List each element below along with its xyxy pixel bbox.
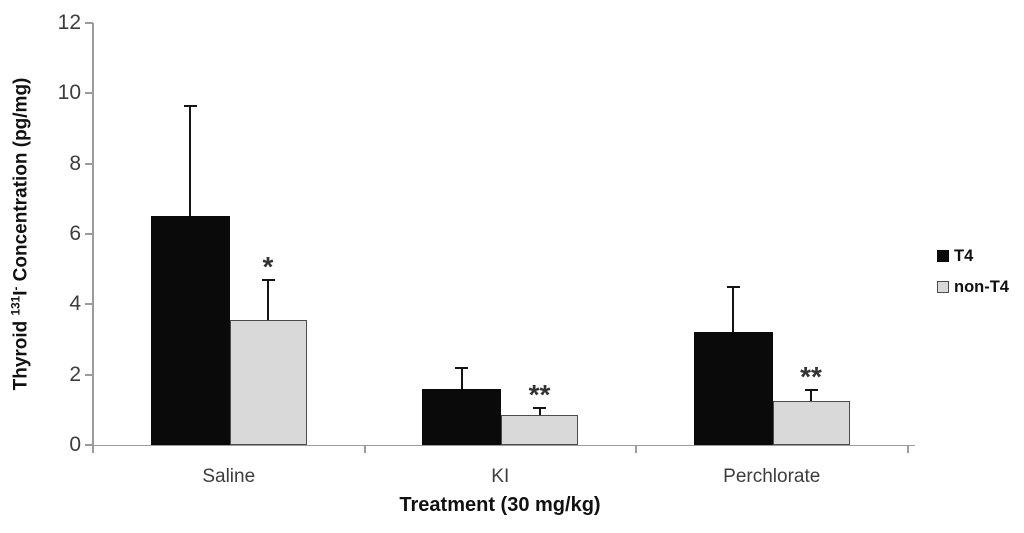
error-bar-cap [261,278,275,281]
y-axis-tick [85,162,93,165]
significance-marker: * [262,250,274,282]
error-bar-cap [804,389,818,392]
error-bar-cap [533,407,546,410]
x-axis-tick [635,445,637,453]
y-axis-tick [85,303,93,306]
y-axis-tick-label: 6 [69,222,81,245]
bar-t4-ki [422,388,501,445]
category-label-perchlorate: Perchlorate [723,466,821,487]
y-axis-tick [85,22,93,24]
y-axis-line [92,23,94,453]
significance-marker: ** [528,379,551,411]
bar-non-t4-perchlorate [772,401,850,445]
bar-non-t4-ki [501,415,578,445]
y-axis-tick-label: 0 [69,433,81,456]
error-bar-line [538,408,541,416]
legend-item-non-t4: non-T4 [937,279,1009,295]
error-bar-line [460,367,463,389]
category-label-saline: Saline [202,466,256,487]
significance-marker: ** [800,361,822,393]
y-axis-tick-label: 8 [69,151,81,175]
y-axis-tick [85,444,93,446]
x-axis-tick [906,445,909,453]
y-axis-tick [85,92,93,95]
error-bar-cap [726,285,740,288]
y-axis-tick-label: 12 [57,11,81,34]
x-axis-tick [363,445,366,453]
legend: T4 non-T4 [937,248,1009,295]
error-bar-cap [183,104,197,107]
bar-non-t4-saline [229,320,307,445]
error-bar-cap [455,366,468,369]
error-bar-line [267,279,269,321]
y-axis-tick-label: 10 [57,81,81,105]
y-axis-tick-label: 4 [69,292,81,316]
x-axis-title: Treatment (30 mg/kg) [399,494,601,516]
error-bar-line [732,286,734,333]
error-bar-line [189,105,191,217]
error-bar-line [810,390,812,402]
legend-swatch-non-t4 [937,281,949,293]
legend-swatch-t4 [937,250,949,262]
legend-item-t4: T4 [937,248,1009,264]
bar-t4-perchlorate [693,332,773,445]
y-axis-tick [85,233,93,235]
legend-label-t4: T4 [954,247,974,265]
y-axis-tick-label: 2 [69,362,81,386]
legend-label-non-t4: non-T4 [954,278,1009,296]
category-label-ki: KI [491,466,510,487]
bar-t4-saline [150,216,230,445]
y-axis-tick [85,373,93,376]
x-axis-line [93,444,915,446]
